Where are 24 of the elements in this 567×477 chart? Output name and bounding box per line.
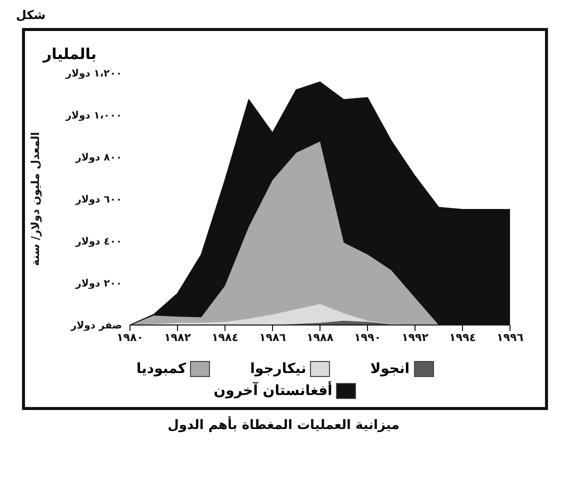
legend-label: انجولا: [370, 361, 410, 377]
y-axis-title: المعدل مليون دولار/ سنة: [28, 132, 42, 266]
legend-label: أفغانستان آخرون: [214, 383, 332, 399]
y-tick-label: ٨٠٠ دولار: [74, 152, 122, 164]
y-tick-label: صفر دولار: [70, 320, 122, 332]
y-tick-label: ١،٢٠٠ دولار: [64, 68, 122, 80]
text: شكل: [15, 8, 46, 24]
y-tick-label: ١،٠٠٠ دولار: [64, 110, 122, 122]
y-tick-label: ٢٠٠ دولار: [74, 278, 122, 290]
y-tick-label: ٤٠٠ دولار: [74, 236, 122, 248]
x-tick-label: ١٩٨٤: [212, 330, 238, 344]
x-tick-label: ١٩٨٢: [164, 330, 192, 344]
legend-label: كمبوديا: [136, 361, 186, 377]
x-tick-label: ١٩٨٨: [306, 330, 334, 344]
text: ميزانية العمليات المغطاة بأهم الدول: [166, 418, 400, 433]
legend-label: نيكارجوا: [250, 361, 306, 377]
x-tick-label: ١٩٨٦: [259, 330, 286, 344]
x-tick-label: ١٩٩٠: [354, 330, 381, 344]
x-tick-label: ١٩٩٤: [449, 330, 476, 344]
x-tick-label: ١٩٨٠: [116, 330, 144, 344]
y-tick-label: ٦٠٠ دولار: [74, 194, 122, 206]
x-tick-label: ١٩٩٦: [496, 330, 524, 344]
text: بالمليار: [43, 45, 96, 63]
x-tick-label: ١٩٩٢: [402, 330, 429, 344]
